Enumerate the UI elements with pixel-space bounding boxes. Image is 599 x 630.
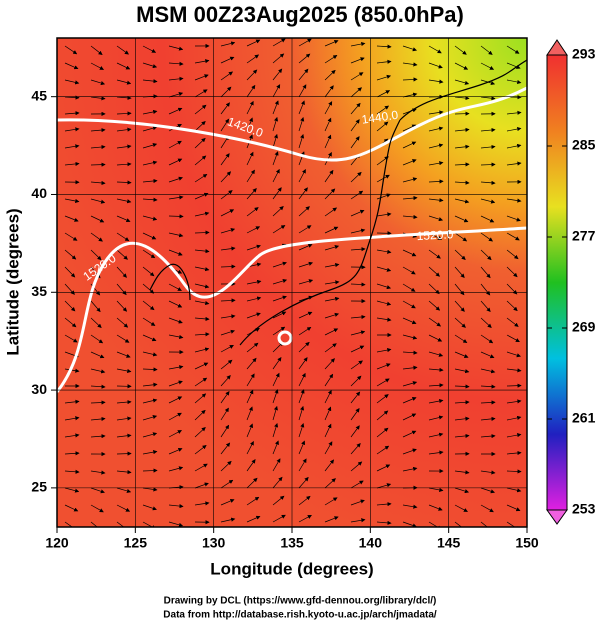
colorbar-tick-label: 253 [572, 501, 596, 517]
y-tick-label: 45 [31, 87, 47, 103]
footer-line: Drawing by DCL (https://www.gfd-dennou.o… [164, 596, 437, 607]
colorbar-extend [547, 40, 567, 55]
y-tick-label: 25 [31, 479, 47, 495]
x-tick-label: 145 [437, 535, 461, 551]
y-axis-label: Latitude (degrees) [3, 208, 22, 355]
x-axis-label: Longitude (degrees) [210, 559, 373, 578]
colorbar: 253 261 269 277 285 293 [547, 40, 596, 524]
y-tick-label: 30 [31, 381, 47, 397]
x-tick-label: 135 [280, 535, 304, 551]
colorbar-tick-label: 293 [572, 46, 596, 62]
colorbar-tick-label: 277 [572, 228, 596, 244]
y-tick-label: 40 [31, 185, 47, 201]
x-tick-label: 130 [202, 535, 226, 551]
colorbar-tick-label: 269 [572, 319, 596, 335]
x-tick-label: 120 [45, 535, 69, 551]
x-tick-label: 150 [515, 535, 539, 551]
contour-label: 1520.0 [416, 227, 454, 243]
colorbar-bar [547, 55, 567, 510]
x-tick-label: 125 [124, 535, 148, 551]
colorbar-tick-label: 261 [572, 410, 596, 426]
title: MSM 00Z23Aug2025 (850.0hPa) [136, 2, 464, 27]
colorbar-extend [547, 510, 567, 524]
y-tick-label: 35 [31, 283, 47, 299]
footer-line: Data from http://database.rish.kyoto-u.a… [163, 610, 437, 621]
colorbar-tick-label: 285 [572, 137, 596, 153]
x-tick-label: 140 [359, 535, 383, 551]
